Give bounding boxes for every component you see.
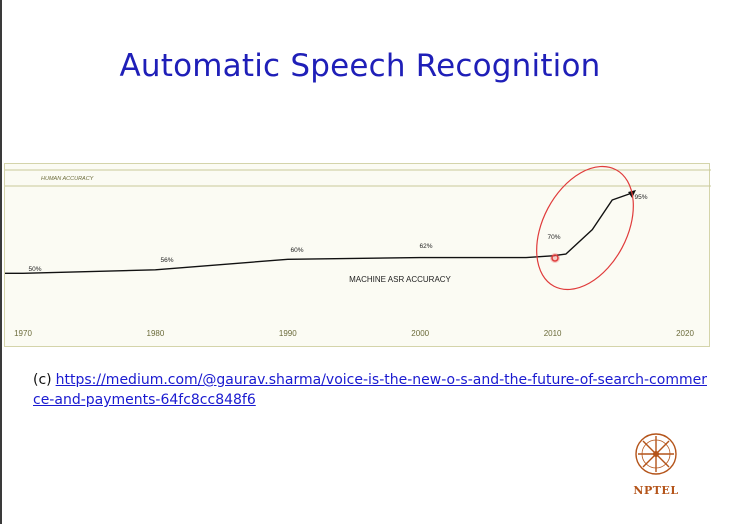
nptel-logo-text: NPTEL [633, 484, 679, 497]
data-label-1970: 50% [28, 266, 41, 273]
data-label-2000: 62% [419, 243, 432, 250]
asr-accuracy-chart: HUMAN ACCURACY 1970 1980 1990 2000 2010 2020 MA… [4, 163, 711, 347]
citation: (c) https://medium.com/@gaurav.sharma/voi… [33, 370, 713, 410]
x-tick-label-1980: 1980 [147, 329, 165, 338]
nptel-logo-icon [635, 433, 677, 475]
x-tick-label-2020: 2020 [676, 329, 694, 338]
data-label-1990: 60% [290, 247, 303, 254]
chart-canvas: HUMAN ACCURACY 1970 1980 1990 2000 2010 2020 MA… [5, 165, 711, 338]
machine-asr-label: MACHINE ASR ACCURACY [349, 275, 451, 284]
data-label-2016: 95% [634, 194, 647, 201]
x-tick-label-1970: 1970 [14, 329, 32, 338]
citation-prefix: (c) [33, 372, 52, 388]
slide-title: Automatic Speech Recognition [119, 48, 601, 84]
machine-asr-line [5, 192, 633, 275]
citation-link[interactable]: https://medium.com/@gaurav.sharma/voice-… [33, 372, 707, 408]
human-accuracy-label: HUMAN ACCURACY [41, 176, 94, 182]
x-tick-label-2000: 2000 [411, 329, 429, 338]
window-left-edge [0, 0, 2, 524]
highlight-point [551, 254, 559, 262]
data-label-2010: 70% [547, 234, 560, 241]
x-tick-label-1990: 1990 [279, 329, 297, 338]
x-tick-label-2010: 2010 [544, 329, 562, 338]
data-label-1980: 56% [160, 257, 173, 264]
highlight-ellipse [536, 165, 634, 291]
